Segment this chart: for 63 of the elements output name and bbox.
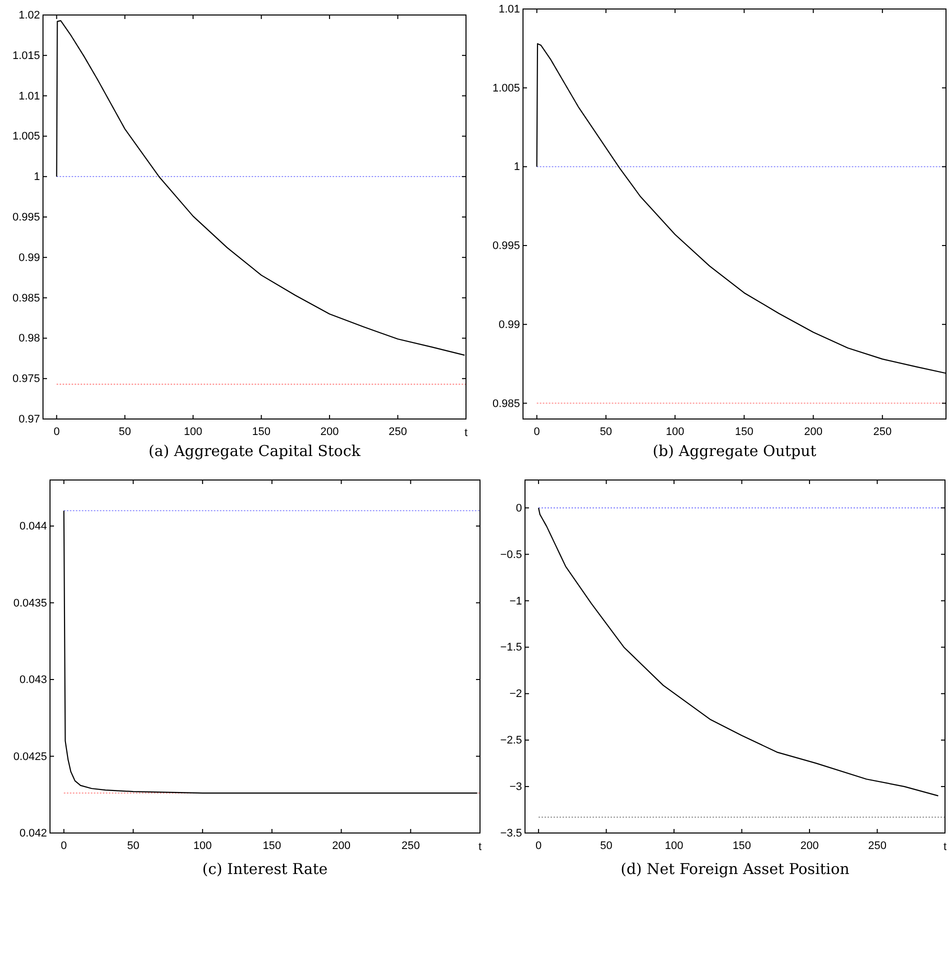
x-axis-title: t xyxy=(464,427,468,439)
y-tick-label: −2.5 xyxy=(500,734,522,747)
text: (c) Interest Rate xyxy=(202,860,328,878)
x-tick-label: 200 xyxy=(800,840,819,852)
y-tick-label: 0.985 xyxy=(12,292,40,304)
x-tick-label: 100 xyxy=(193,840,212,852)
x-tick-label: 250 xyxy=(873,426,892,438)
y-tick-label: 1.005 xyxy=(492,82,520,94)
x-tick-label: 0 xyxy=(535,840,542,852)
y-tick-label: 0.0425 xyxy=(13,750,47,763)
y-tick-label: 1.02 xyxy=(18,10,40,22)
x-tick-label: 250 xyxy=(388,426,407,438)
y-tick-label: 0.042 xyxy=(19,828,47,840)
x-tick-label: 100 xyxy=(664,840,684,852)
x-axis-title: t xyxy=(478,841,482,853)
x-tick-label: 100 xyxy=(666,426,684,438)
y-tick-label: −2 xyxy=(509,688,522,700)
x-tick-label: 150 xyxy=(732,840,751,852)
line-series xyxy=(538,507,939,796)
y-tick-label: 1 xyxy=(514,161,520,174)
y-tick-label: 1.005 xyxy=(12,130,40,143)
x-tick-label: 0 xyxy=(60,840,67,852)
y-tick-label: −3.5 xyxy=(500,828,522,840)
y-tick-label: 0 xyxy=(516,502,522,514)
y-tick-label: 1 xyxy=(34,171,40,184)
x-tick-label: 150 xyxy=(262,840,282,852)
y-tick-label: −3 xyxy=(509,781,522,794)
x-tick-label: 200 xyxy=(332,840,350,852)
x-tick-label: 50 xyxy=(600,840,612,852)
y-tick-label: 1.01 xyxy=(18,90,40,102)
text: (b) Aggregate Output xyxy=(652,442,816,460)
y-tick-label: 0.0435 xyxy=(13,597,47,610)
x-tick-label: 0 xyxy=(534,426,540,438)
y-tick-label: 0.985 xyxy=(492,398,520,410)
x-tick-label: 250 xyxy=(868,840,886,852)
y-tick-label: 0.98 xyxy=(18,332,40,345)
x-axis-title: t xyxy=(943,841,947,853)
x-tick-label: 200 xyxy=(804,426,822,438)
x-tick-label: 0 xyxy=(54,426,60,438)
y-tick-label: 0.043 xyxy=(19,674,47,686)
x-tick-label: 200 xyxy=(320,426,339,438)
y-tick-label: 1.01 xyxy=(498,4,520,16)
y-tick-label: −1.5 xyxy=(500,642,522,654)
y-tick-label: 0.99 xyxy=(498,318,520,331)
y-tick-label: 0.97 xyxy=(18,414,40,426)
x-tick-label: 150 xyxy=(734,426,754,438)
text: (a) Aggregate Capital Stock xyxy=(148,442,362,460)
y-tick-label: 0.995 xyxy=(12,212,40,224)
y-tick-label: 0.995 xyxy=(492,240,520,252)
y-tick-label: −1 xyxy=(509,595,522,608)
line-series xyxy=(63,510,478,794)
text: (d) Net Foreign Asset Position xyxy=(620,860,850,878)
x-tick-label: 50 xyxy=(127,840,140,852)
y-tick-label: 1.015 xyxy=(12,50,40,62)
x-tick-label: 50 xyxy=(600,426,612,438)
x-tick-label: 100 xyxy=(184,426,202,438)
y-tick-label: 0.99 xyxy=(18,252,40,264)
x-tick-label: 150 xyxy=(252,426,270,438)
x-tick-label: 50 xyxy=(118,426,131,438)
y-tick-label: −0.5 xyxy=(500,548,522,561)
y-tick-label: 0.044 xyxy=(19,520,47,533)
x-tick-label: 250 xyxy=(401,840,420,852)
y-tick-label: 0.975 xyxy=(12,373,40,386)
